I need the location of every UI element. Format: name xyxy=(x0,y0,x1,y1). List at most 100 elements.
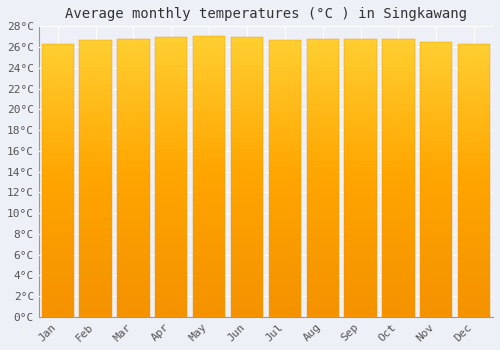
Bar xyxy=(42,251,74,257)
Bar xyxy=(420,300,452,306)
Bar xyxy=(344,200,376,205)
Bar xyxy=(382,39,414,44)
Bar xyxy=(458,273,490,279)
Bar xyxy=(420,174,452,179)
Bar xyxy=(80,250,112,256)
Bar xyxy=(420,119,452,124)
Bar xyxy=(42,153,74,159)
Bar xyxy=(155,54,188,59)
Bar xyxy=(80,145,112,150)
Bar xyxy=(344,272,376,278)
Bar xyxy=(193,80,225,86)
Bar xyxy=(42,230,74,235)
Bar xyxy=(231,138,263,143)
Bar xyxy=(80,261,112,267)
Bar xyxy=(458,218,490,224)
Bar xyxy=(269,256,301,261)
Bar xyxy=(42,284,74,289)
Bar xyxy=(458,110,490,115)
Bar xyxy=(420,108,452,113)
Bar xyxy=(382,100,414,105)
Bar xyxy=(193,249,225,255)
Bar xyxy=(344,39,376,317)
Bar xyxy=(306,200,339,205)
Bar xyxy=(80,106,112,112)
Bar xyxy=(382,167,414,172)
Bar xyxy=(344,117,376,122)
Bar xyxy=(344,55,376,61)
Bar xyxy=(231,283,263,289)
Bar xyxy=(420,75,452,80)
Bar xyxy=(344,178,376,183)
Bar xyxy=(458,186,490,191)
Bar xyxy=(118,178,150,183)
Bar xyxy=(382,44,414,50)
Bar xyxy=(42,71,74,77)
Bar xyxy=(344,105,376,111)
Bar xyxy=(193,182,225,188)
Bar xyxy=(80,51,112,56)
Bar xyxy=(155,182,188,188)
Bar xyxy=(306,217,339,222)
Bar xyxy=(269,245,301,250)
Bar xyxy=(42,295,74,300)
Bar xyxy=(231,87,263,93)
Bar xyxy=(269,201,301,206)
Bar xyxy=(118,105,150,111)
Bar xyxy=(420,130,452,135)
Bar xyxy=(118,289,150,295)
Bar xyxy=(193,98,225,103)
Bar xyxy=(306,189,339,195)
Bar xyxy=(382,150,414,155)
Bar xyxy=(80,73,112,78)
Bar xyxy=(382,245,414,250)
Bar xyxy=(231,194,263,199)
Bar xyxy=(193,86,225,92)
Bar xyxy=(231,266,263,272)
Bar xyxy=(231,177,263,182)
Bar xyxy=(382,195,414,200)
Bar xyxy=(80,184,112,189)
Bar xyxy=(118,111,150,117)
Bar xyxy=(155,244,188,250)
Bar xyxy=(382,78,414,83)
Bar xyxy=(458,230,490,235)
Bar xyxy=(420,80,452,86)
Bar xyxy=(344,39,376,44)
Bar xyxy=(306,278,339,284)
Bar xyxy=(155,59,188,65)
Bar xyxy=(155,289,188,294)
Bar xyxy=(458,148,490,153)
Bar xyxy=(231,300,263,306)
Bar xyxy=(306,133,339,139)
Bar xyxy=(231,311,263,317)
Bar xyxy=(80,90,112,95)
Bar xyxy=(269,250,301,256)
Bar xyxy=(458,66,490,71)
Bar xyxy=(269,284,301,289)
Bar xyxy=(306,61,339,66)
Bar xyxy=(420,229,452,234)
Bar xyxy=(231,244,263,250)
Bar xyxy=(193,64,225,69)
Bar xyxy=(80,112,112,117)
Bar xyxy=(382,72,414,78)
Bar xyxy=(420,91,452,97)
Bar xyxy=(306,83,339,89)
Bar xyxy=(193,165,225,170)
Bar xyxy=(306,50,339,55)
Bar xyxy=(269,223,301,228)
Bar xyxy=(80,95,112,101)
Bar xyxy=(344,145,376,150)
Bar xyxy=(306,261,339,267)
Bar xyxy=(118,72,150,78)
Bar xyxy=(458,126,490,131)
Bar xyxy=(118,145,150,150)
Bar xyxy=(80,306,112,311)
Bar xyxy=(193,221,225,227)
Bar xyxy=(80,223,112,228)
Bar xyxy=(118,89,150,95)
Bar xyxy=(118,205,150,211)
Bar xyxy=(306,105,339,111)
Bar xyxy=(231,205,263,210)
